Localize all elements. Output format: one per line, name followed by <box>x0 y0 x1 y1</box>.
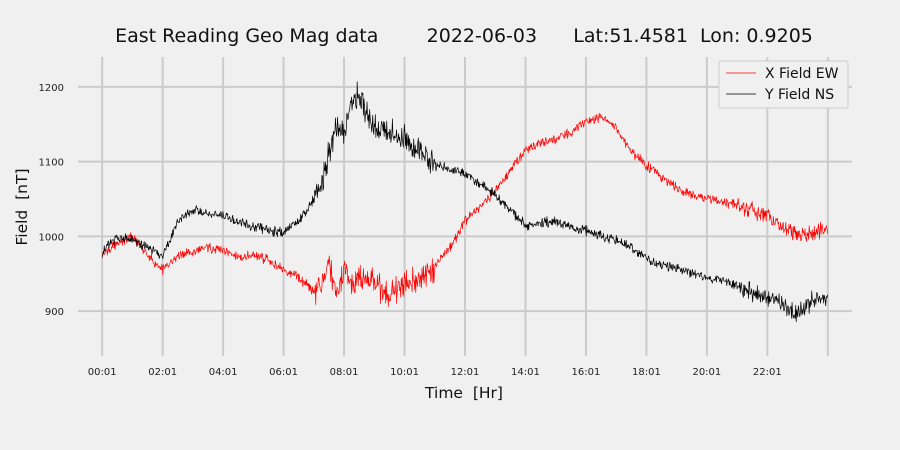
tick-labels: 00:01 02:01 04:01 06:01 08:01 10:01 12:01 14:01… <box>39 83 782 378</box>
legend-label-x-field: X Field EW <box>765 66 839 82</box>
series-y-field-ns-line <box>101 81 829 323</box>
x-tick-label: 06:01 <box>269 367 298 378</box>
y-tick-label: 1200 <box>39 83 64 94</box>
x-axis-label: Time [Hr] <box>424 384 503 402</box>
x-tick-label: 02:01 <box>148 367 177 378</box>
x-tick-label: 16:01 <box>572 367 601 378</box>
x-tick-label: 18:01 <box>632 367 661 378</box>
x-tick-label: 14:01 <box>511 367 540 378</box>
x-tick-label: 08:01 <box>330 367 359 378</box>
y-axis-label: Field [nT] <box>13 168 31 245</box>
x-tick-label: 04:01 <box>209 367 238 378</box>
legend: X Field EW Y Field NS <box>718 60 849 109</box>
y-tick-label: 1000 <box>39 232 64 243</box>
series-x-field-ew-line <box>101 112 829 307</box>
series-layer <box>101 81 829 323</box>
y-tick-label: 900 <box>45 307 64 318</box>
x-tick-label: 10:01 <box>390 367 419 378</box>
x-tick-label: 20:01 <box>692 367 721 378</box>
x-tick-label: 22:01 <box>753 367 782 378</box>
x-tick-label: 00:01 <box>88 367 117 378</box>
chart-title: East Reading Geo Mag data 2022-06-03 Lat… <box>115 25 813 47</box>
y-tick-label: 1100 <box>39 158 64 169</box>
grid <box>78 57 852 356</box>
x-tick-label: 12:01 <box>451 367 480 378</box>
legend-label-y-field: Y Field NS <box>764 87 834 103</box>
